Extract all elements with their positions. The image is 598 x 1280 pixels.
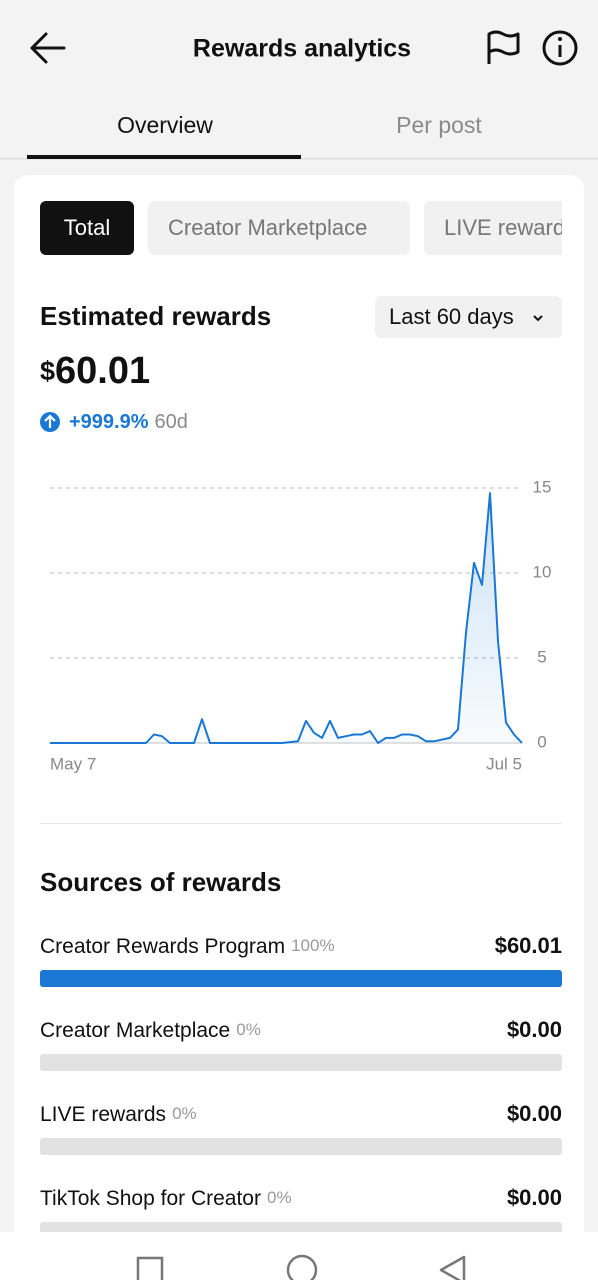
progress-track <box>40 1138 562 1155</box>
source-percent: 100% <box>291 936 334 955</box>
filter-label: Creator Marketplace <box>168 215 367 240</box>
source-amount: $0.00 <box>507 1017 562 1042</box>
sources-list: Creator Rewards Program 100% $60.01 Creator… <box>40 933 562 1239</box>
source-name: LIVE rewards <box>40 1103 166 1126</box>
tab-indicator <box>27 155 301 159</box>
source-percent: 0% <box>172 1104 197 1123</box>
period-dropdown[interactable] <box>375 296 562 338</box>
source-percent: 0% <box>267 1188 292 1207</box>
info-button[interactable] <box>542 30 578 66</box>
y-tick-label: 0 <box>537 732 546 751</box>
report-button[interactable] <box>487 30 520 64</box>
y-tick-label: 15 <box>533 477 552 496</box>
x-tick-label: May 7 <box>50 754 96 773</box>
tab[interactable]: Overview <box>117 112 213 138</box>
source-amount: $0.00 <box>507 1185 562 1210</box>
currency: $ <box>40 356 55 386</box>
source-name: TikTok Shop for Creator <box>40 1187 261 1210</box>
change-period: 60d <box>155 411 188 433</box>
section-heading: Sources of rewards <box>40 867 281 897</box>
page-title: Rewards analytics <box>193 35 411 63</box>
period-label: Last 60 days <box>389 304 514 329</box>
card-content: Total Creator Marketplace LIVE rewards <box>40 201 598 255</box>
change-value: +999.9% <box>69 411 149 433</box>
filter-chip[interactable] <box>424 201 598 255</box>
amount: 60.01 <box>55 350 150 392</box>
y-tick-label: 10 <box>533 562 552 581</box>
source-percent: 0% <box>236 1020 261 1039</box>
progress-fill <box>40 970 562 987</box>
chart: 0 5 10 15 May 7 Jul 5 <box>50 477 551 773</box>
divider <box>40 823 562 824</box>
back-button[interactable] <box>30 32 66 64</box>
x-tick-label: Jul 5 <box>486 754 522 773</box>
source-label: LIVE rewards 0% <box>40 1103 197 1126</box>
chevron <box>533 315 543 322</box>
total-amount: $60.01 <box>40 350 150 392</box>
area <box>50 493 522 743</box>
filter-chip[interactable] <box>148 201 410 255</box>
filter-label: Total <box>64 215 110 240</box>
filter-chip[interactable] <box>40 201 134 255</box>
source-amount: $0.00 <box>507 1101 562 1126</box>
trend-arrow <box>44 414 56 428</box>
source-label: TikTok Shop for Creator 0% <box>40 1187 292 1210</box>
tab[interactable]: Per post <box>396 112 482 138</box>
section-heading: Estimated rewards <box>40 301 271 331</box>
home-button[interactable] <box>286 1254 318 1280</box>
line <box>50 492 523 744</box>
source-name: Creator Rewards Program <box>40 935 285 958</box>
recents-button[interactable] <box>136 1256 164 1280</box>
y-tick-label: 5 <box>537 647 546 666</box>
filter-label: LIVE rewards <box>444 215 576 240</box>
source-name: Creator Marketplace <box>40 1019 230 1042</box>
source-label: Creator Marketplace 0% <box>40 1019 261 1042</box>
source-label: Creator Rewards Program 100% <box>40 935 335 958</box>
progress-track <box>40 1054 562 1071</box>
change: +999.9% 60d <box>69 411 188 433</box>
source-amount: $60.01 <box>495 933 562 958</box>
back-nav-button[interactable] <box>439 1255 466 1280</box>
